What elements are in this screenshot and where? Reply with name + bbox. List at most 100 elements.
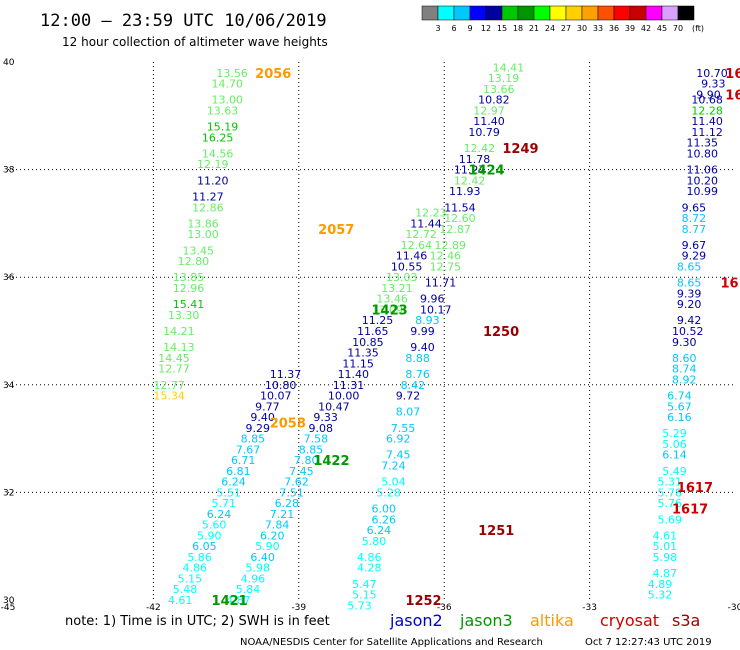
colorbar-swatch: [645, 5, 663, 21]
wave-height-value: 10.20: [687, 174, 719, 187]
wave-height-value: 12.97: [473, 104, 505, 117]
colorbar-swatch: [581, 5, 599, 21]
wave-height-value: 5.60: [202, 519, 227, 532]
wave-height-value: 11.27: [454, 164, 486, 177]
wave-height-value: 7.84: [265, 519, 290, 532]
chart-subtitle: 12 hour collection of altimeter wave hei…: [62, 35, 328, 49]
wave-height-value: 15.41: [173, 298, 205, 311]
wave-height-value: 8.74: [672, 363, 697, 376]
pass-number-label: 1252: [405, 594, 441, 609]
wave-height-value: 14.21: [163, 325, 195, 338]
wave-height-value: 11.35: [347, 347, 379, 360]
wave-height-value: 8.42: [401, 379, 426, 392]
wave-height-value: 12.87: [439, 223, 471, 236]
y-tick-label: 38: [3, 166, 15, 176]
colorbar-tick-label: 39: [625, 24, 635, 33]
colorbar-tick-label: 24: [545, 24, 555, 33]
colorbar-swatch: [629, 5, 647, 21]
wave-height-value: 8.88: [405, 352, 430, 365]
x-tick-label: -42: [146, 603, 161, 613]
wave-height-value: 10.17: [420, 303, 452, 316]
wave-height-value: 5.32: [648, 589, 673, 602]
wave-height-value: 4.89: [648, 578, 673, 591]
wave-height-value: 6.28: [275, 497, 300, 510]
colorbar-swatch: [533, 5, 551, 21]
wave-height-value: 10.47: [318, 400, 350, 413]
footer-timestamp: Oct 7 12:27:43 UTC 2019: [585, 637, 712, 648]
colorbar-tick-label: 33: [593, 24, 603, 33]
wave-height-value: 9.67: [682, 239, 707, 252]
wave-height-value: 11.65: [357, 325, 389, 338]
wave-height-value: 9.99: [410, 325, 435, 338]
wave-height-value: 10.85: [352, 336, 384, 349]
wave-height-value: 8.85: [299, 443, 324, 456]
wave-height-value: 7.45: [289, 465, 314, 478]
wave-height-value: 13.45: [182, 244, 214, 257]
x-tick-label: -39: [291, 603, 306, 613]
wave-height-value: 9.20: [677, 298, 702, 311]
wave-height-value: 9.40: [410, 341, 435, 354]
wave-height-value: 13.21: [381, 282, 413, 295]
wave-height-value: 11.37: [270, 368, 302, 381]
wave-height-value: 11.40: [338, 368, 370, 381]
wave-height-value: 6.24: [221, 476, 246, 489]
wave-height-value: 13.09: [372, 303, 404, 316]
colorbar-swatch: [677, 5, 695, 21]
wave-height-value: 9.30: [672, 336, 697, 349]
wave-height-value: 11.78: [459, 153, 491, 166]
wave-height-value: 11.35: [687, 137, 719, 150]
wave-height-value: 8.65: [677, 260, 702, 273]
wave-height-value: 6.20: [260, 529, 285, 542]
pass-number-label: 2056: [255, 67, 291, 82]
x-tick-label: -30: [728, 603, 740, 613]
wave-height-value: 7.21: [270, 508, 295, 521]
wave-height-value: 6.24: [367, 524, 392, 537]
wave-height-value: 6.71: [231, 454, 256, 467]
wave-height-value: 11.54: [444, 201, 476, 214]
wave-height-value: 8.60: [672, 352, 697, 365]
wave-height-value: 11.93: [449, 185, 481, 198]
pass-number-label: 2058: [270, 416, 306, 431]
wave-height-value: 8.07: [396, 406, 421, 419]
pass-number-label: 1422: [313, 454, 349, 469]
wave-height-value: 9.29: [682, 250, 707, 263]
wave-height-value: 16.25: [202, 131, 234, 144]
x-tick-label: -33: [582, 603, 597, 613]
wave-height-value: 4.87: [226, 594, 251, 607]
pass-number-label: 16: [725, 88, 740, 103]
wave-height-value: 12.86: [192, 201, 224, 214]
wave-height-value: 7.80: [294, 454, 319, 467]
wave-height-value: 8.92: [672, 373, 697, 386]
pass-number-label: 16: [725, 67, 740, 82]
wave-height-value: 13.85: [173, 271, 205, 284]
y-tick-label: 32: [3, 488, 14, 498]
chart-title: 12:00 — 23:59 UTC 10/06/2019: [40, 11, 327, 31]
wave-height-value: 12.42: [454, 174, 486, 187]
wave-height-value: 5.69: [657, 513, 682, 526]
pass-number-label: 1421: [212, 594, 248, 609]
colorbar-swatch: [421, 5, 439, 21]
wave-height-value: 5.90: [255, 540, 280, 553]
plot-grid: [8, 62, 735, 600]
wave-height-value: 12.23: [415, 207, 447, 220]
wave-height-value: 13.63: [207, 104, 239, 117]
wave-height-value: 6.26: [372, 513, 397, 526]
wave-height-value: 10.70: [696, 67, 728, 80]
colorbar-tick-label: 15: [497, 24, 507, 33]
wave-height-value: 5.47: [352, 578, 377, 591]
wave-height-value: 10.00: [328, 390, 360, 403]
wave-height-value: 5.31: [657, 476, 682, 489]
wave-height-value: 9.72: [396, 390, 421, 403]
colorbar-tick-label: 42: [641, 24, 651, 33]
wave-height-value: 4.86: [357, 551, 382, 564]
colorbar-tick-label: 18: [513, 24, 523, 33]
colorbar-tick-label: 27: [561, 24, 571, 33]
plot-axes: -45 -42 -39 -36 -33 -30 30 32 34 36 38 40: [1, 58, 740, 613]
wave-height-tracks: 10.709.339.9010.6812.2811.4011.1211.3510…: [153, 61, 727, 612]
wave-height-value: 13.00: [187, 228, 219, 241]
colorbar-swatch: [469, 5, 487, 21]
wave-height-value: 12.60: [444, 212, 476, 225]
wave-height-value: 10.80: [687, 147, 719, 160]
wave-height-value: 13.56: [216, 67, 248, 80]
wave-height-value: 6.14: [662, 449, 687, 462]
